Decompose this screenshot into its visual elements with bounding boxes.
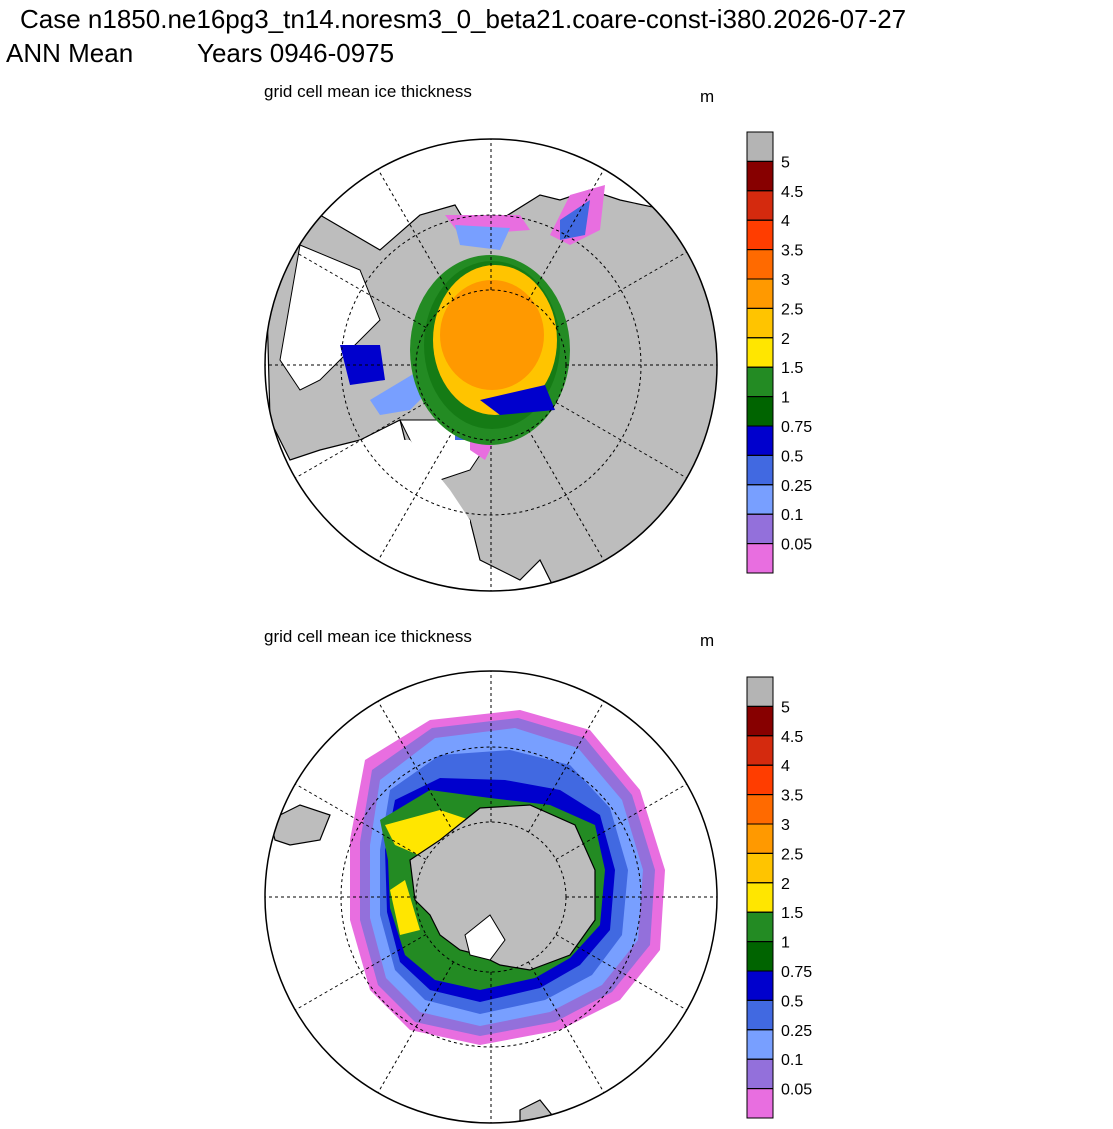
units: m <box>700 631 714 650</box>
units: m <box>700 87 714 106</box>
colorbar-label: 0.05 <box>781 1082 812 1099</box>
colorbar-box <box>746 249 774 280</box>
colorbar-box <box>746 366 774 398</box>
colorbar-label: 3.5 <box>781 243 803 260</box>
meridian <box>375 429 454 565</box>
colorbar-box <box>746 794 774 825</box>
colorbar-box <box>746 454 774 486</box>
colorbar-label: 2.5 <box>781 301 803 318</box>
colorbar-box <box>746 941 774 972</box>
colorbar-box <box>746 676 774 707</box>
season: ANN Mean <box>6 38 133 68</box>
meridian <box>555 249 691 328</box>
colorbar-label: 1 <box>781 935 790 952</box>
colorbar-label: 3 <box>781 817 790 834</box>
colorbar-label: 2 <box>781 876 790 893</box>
colorbar-label: 4.5 <box>781 184 803 201</box>
meridian <box>291 249 427 328</box>
colorbar-label: 4.5 <box>781 729 803 746</box>
colorbar-box <box>746 882 774 913</box>
antarctic-map <box>265 671 717 1123</box>
colorbar-label: 0.1 <box>781 507 803 524</box>
colorbar-label: 4 <box>781 213 790 230</box>
meridian <box>555 781 691 860</box>
colorbar-box <box>746 484 774 515</box>
meridian <box>375 961 454 1097</box>
colorbar-label: 5 <box>781 699 790 716</box>
colorbar-label: 2.5 <box>781 846 803 863</box>
meridian <box>291 781 427 860</box>
colorbar-label: 3 <box>781 272 790 289</box>
panel-title: grid cell mean ice thickness <box>264 627 472 646</box>
colorbar-box <box>746 337 774 368</box>
colorbar-label: 0.25 <box>781 478 812 495</box>
colorbar-label: 2 <box>781 331 790 348</box>
meridian <box>528 961 607 1097</box>
colorbar-label: 4 <box>781 758 790 775</box>
meridian <box>555 934 691 1013</box>
colorbar-box <box>746 160 774 192</box>
colorbar-label: 1.5 <box>781 360 803 377</box>
colorbar-box <box>746 513 774 545</box>
colorbar-box <box>746 911 774 943</box>
meridian <box>555 402 691 481</box>
arctic-map <box>265 139 717 591</box>
colorbar-label: 0.5 <box>781 448 803 465</box>
colorbar-box <box>746 823 774 854</box>
colorbar-box <box>746 999 774 1031</box>
colorbar-box <box>746 1029 774 1060</box>
colorbar-box <box>746 1058 774 1090</box>
colorbar-box <box>746 307 774 339</box>
colorbar-box <box>746 970 774 1001</box>
meridian <box>375 165 454 301</box>
meridian <box>528 429 607 565</box>
colorbar-box <box>746 764 774 796</box>
years: Years 0946-0975 <box>197 38 394 68</box>
colorbar-label: 0.1 <box>781 1052 803 1069</box>
colorbar-box <box>746 543 774 574</box>
colorbar-box <box>746 219 774 251</box>
meridian <box>291 934 427 1013</box>
colorbar-box <box>746 705 774 737</box>
colorbar-label: 3.5 <box>781 788 803 805</box>
colorbar-box <box>746 425 774 456</box>
colorbar-box <box>746 131 774 162</box>
meridian <box>528 165 607 301</box>
colorbar-label: 0.05 <box>781 537 812 554</box>
colorbar-box <box>746 735 774 766</box>
colorbar-box <box>746 1088 774 1119</box>
colorbar-label: 1.5 <box>781 905 803 922</box>
colorbar-label: 1 <box>781 390 790 407</box>
figure-title: Case n1850.ne16pg3_tn14.noresm3_0_beta21… <box>20 4 906 34</box>
colorbar-label: 0.75 <box>781 964 812 981</box>
colorbar-box <box>746 190 774 221</box>
meridian <box>291 402 427 481</box>
panel-title: grid cell mean ice thickness <box>264 82 472 101</box>
colorbar-box <box>746 396 774 427</box>
meridian <box>528 697 607 833</box>
colorbar-label: 0.75 <box>781 419 812 436</box>
colorbar-label: 0.5 <box>781 993 803 1010</box>
colorbar-label: 0.25 <box>781 1023 812 1040</box>
colorbar-box <box>746 278 774 309</box>
colorbar-box <box>746 852 774 884</box>
colorbar-label: 5 <box>781 154 790 171</box>
meridian <box>375 697 454 833</box>
